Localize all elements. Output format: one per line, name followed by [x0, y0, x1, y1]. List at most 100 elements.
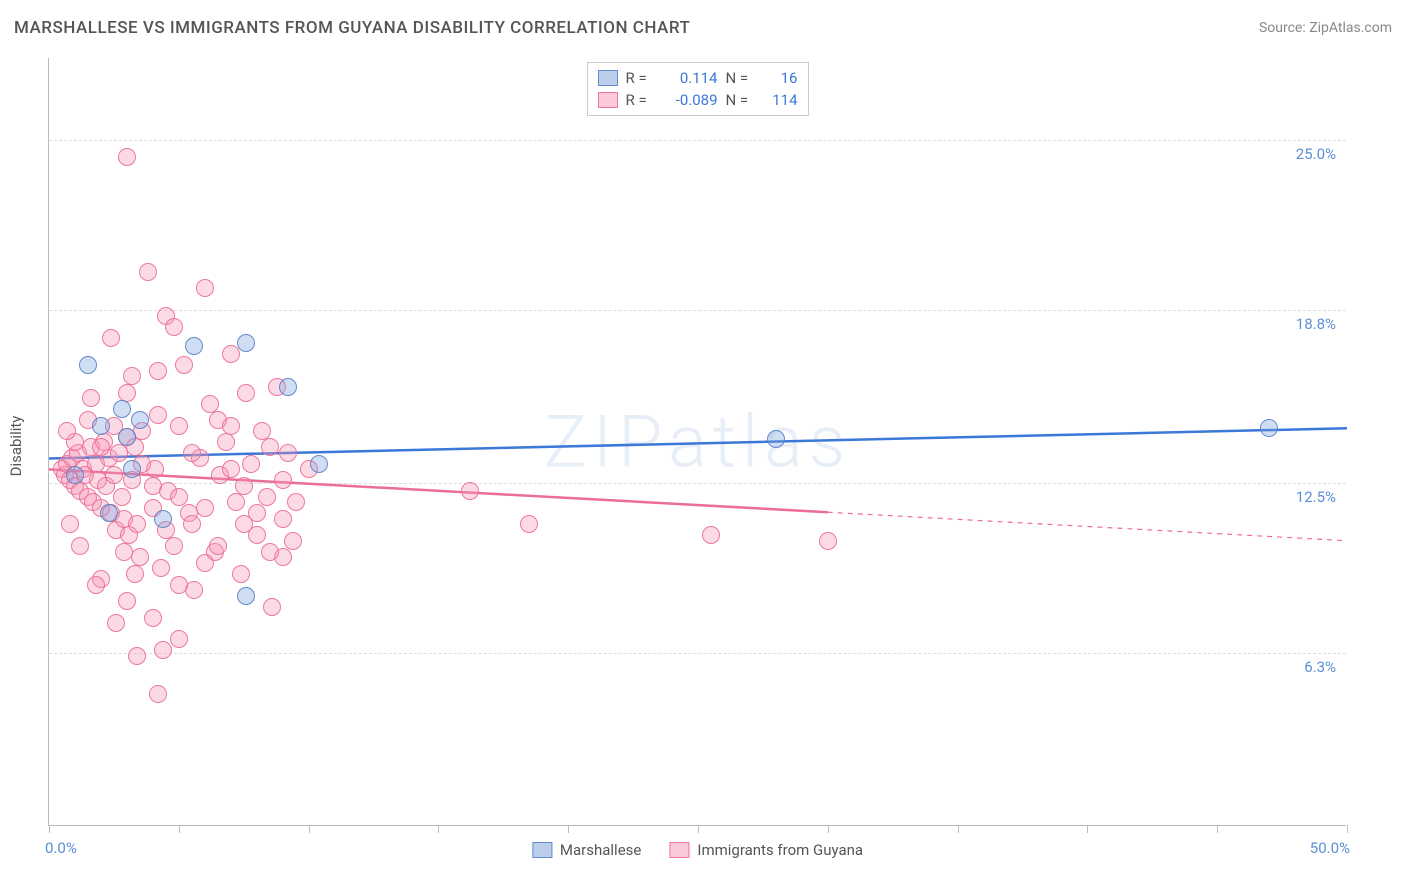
scatter-point: [71, 537, 89, 555]
scatter-point: [165, 318, 183, 336]
scatter-point: [183, 444, 201, 462]
scatter-point: [196, 499, 214, 517]
scatter-point: [113, 488, 131, 506]
legend-item: Marshallese: [532, 841, 641, 859]
scatter-point: [209, 537, 227, 555]
scatter-point: [196, 279, 214, 297]
header: MARSHALLESE VS IMMIGRANTS FROM GUYANA DI…: [14, 18, 1392, 38]
series-legend: Marshallese Immigrants from Guyana: [532, 841, 863, 859]
scatter-point: [217, 433, 235, 451]
scatter-point: [227, 493, 245, 511]
scatter-point: [279, 444, 297, 462]
scatter-point: [222, 345, 240, 363]
x-tick: [1347, 825, 1348, 833]
scatter-point: [118, 148, 136, 166]
scatter-point: [123, 367, 141, 385]
scatter-point: [128, 515, 146, 533]
scatter-point: [242, 455, 260, 473]
scatter-point: [461, 482, 479, 500]
scatter-point: [92, 417, 110, 435]
scatter-point: [222, 417, 240, 435]
scatter-point: [123, 460, 141, 478]
scatter-point: [79, 356, 97, 374]
scatter-point: [767, 430, 785, 448]
scatter-point: [237, 334, 255, 352]
scatter-point: [61, 515, 79, 533]
x-tick: [1217, 825, 1218, 833]
scatter-point: [170, 417, 188, 435]
x-tick: [49, 825, 50, 833]
chart-plot-area: ZIPatlas R =0.114N =16R =-0.089N =114 0.…: [48, 58, 1346, 826]
scatter-point: [128, 647, 146, 665]
scatter-point: [274, 471, 292, 489]
scatter-point: [118, 592, 136, 610]
x-tick: [568, 825, 569, 833]
x-tick: [179, 825, 180, 833]
scatter-point: [152, 559, 170, 577]
scatter-point: [819, 532, 837, 550]
scatter-point: [1260, 419, 1278, 437]
scatter-point: [235, 477, 253, 495]
scatter-point: [102, 329, 120, 347]
legend-swatch: [532, 842, 552, 858]
scatter-point: [139, 263, 157, 281]
scatter-point: [185, 337, 203, 355]
scatter-point: [232, 565, 250, 583]
scatter-point: [118, 428, 136, 446]
scatter-point: [261, 438, 279, 456]
scatter-point: [144, 477, 162, 495]
scatter-point: [115, 543, 133, 561]
x-tick: [828, 825, 829, 833]
scatter-point: [284, 532, 302, 550]
scatter-point: [185, 581, 203, 599]
legend-item: Immigrants from Guyana: [669, 841, 863, 859]
scatter-point: [149, 406, 167, 424]
chart-title: MARSHALLESE VS IMMIGRANTS FROM GUYANA DI…: [14, 18, 690, 38]
scatter-point: [237, 587, 255, 605]
scatter-point: [113, 400, 131, 418]
scatter-point: [154, 641, 172, 659]
scatter-point: [82, 389, 100, 407]
y-axis-label: Disability: [7, 416, 25, 477]
x-axis-min-label: 0.0%: [45, 839, 77, 857]
scatter-point: [258, 488, 276, 506]
scatter-point: [149, 362, 167, 380]
scatter-point: [248, 504, 266, 522]
scatter-point: [105, 466, 123, 484]
scatter-point: [107, 614, 125, 632]
scatter-point: [287, 493, 305, 511]
scatter-point: [196, 554, 214, 572]
legend-label: Immigrants from Guyana: [697, 841, 863, 859]
scatter-point: [170, 630, 188, 648]
scatter-point: [520, 515, 538, 533]
scatter-point: [222, 460, 240, 478]
scatter-point: [201, 395, 219, 413]
legend-label: Marshallese: [560, 841, 641, 859]
scatter-point: [126, 565, 144, 583]
scatter-point: [149, 685, 167, 703]
scatter-point: [263, 598, 281, 616]
trendlines: [49, 58, 1347, 826]
scatter-point: [131, 548, 149, 566]
scatter-point: [165, 537, 183, 555]
scatter-point: [66, 466, 84, 484]
scatter-point: [279, 378, 297, 396]
x-tick: [698, 825, 699, 833]
x-tick: [958, 825, 959, 833]
scatter-point: [175, 356, 193, 374]
scatter-point: [310, 455, 328, 473]
legend-swatch: [669, 842, 689, 858]
x-axis-max-label: 50.0%: [1310, 839, 1350, 857]
scatter-point: [183, 515, 201, 533]
scatter-point: [253, 422, 271, 440]
source-attribution: Source: ZipAtlas.com: [1259, 20, 1392, 36]
scatter-point: [261, 543, 279, 561]
scatter-point: [154, 510, 172, 528]
scatter-point: [702, 526, 720, 544]
scatter-point: [170, 488, 188, 506]
scatter-point: [144, 609, 162, 627]
scatter-point: [118, 384, 136, 402]
scatter-point: [92, 438, 110, 456]
x-tick: [438, 825, 439, 833]
scatter-point: [274, 510, 292, 528]
